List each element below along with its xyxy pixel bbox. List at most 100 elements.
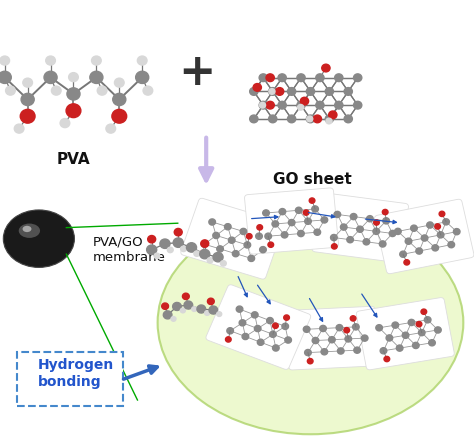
Circle shape xyxy=(443,219,449,225)
Circle shape xyxy=(340,224,347,230)
Circle shape xyxy=(207,258,213,263)
Circle shape xyxy=(335,101,343,109)
Circle shape xyxy=(303,210,309,215)
Circle shape xyxy=(213,252,223,262)
Circle shape xyxy=(432,245,438,251)
Circle shape xyxy=(173,238,183,248)
Circle shape xyxy=(257,339,264,345)
Circle shape xyxy=(392,322,399,328)
Circle shape xyxy=(344,88,352,95)
Circle shape xyxy=(435,224,440,229)
Circle shape xyxy=(154,253,160,259)
Circle shape xyxy=(268,242,273,248)
Circle shape xyxy=(363,239,370,245)
Circle shape xyxy=(255,325,261,332)
Text: PVA: PVA xyxy=(57,152,90,167)
Circle shape xyxy=(321,217,328,223)
Circle shape xyxy=(167,247,173,253)
Circle shape xyxy=(350,213,357,220)
Circle shape xyxy=(227,328,234,334)
Circle shape xyxy=(334,211,341,217)
Ellipse shape xyxy=(18,224,40,238)
Circle shape xyxy=(424,317,431,323)
Circle shape xyxy=(267,317,273,324)
Circle shape xyxy=(66,104,81,118)
Circle shape xyxy=(298,104,304,110)
Circle shape xyxy=(278,101,286,109)
Circle shape xyxy=(269,88,275,94)
Circle shape xyxy=(114,78,124,87)
Circle shape xyxy=(225,224,231,230)
Circle shape xyxy=(353,324,359,330)
Circle shape xyxy=(259,103,265,108)
Circle shape xyxy=(181,246,186,251)
Circle shape xyxy=(44,71,57,84)
Text: +: + xyxy=(178,51,215,95)
Circle shape xyxy=(246,234,252,239)
Circle shape xyxy=(321,349,328,355)
Ellipse shape xyxy=(3,210,74,267)
Circle shape xyxy=(136,71,149,84)
Circle shape xyxy=(250,88,258,95)
Circle shape xyxy=(266,101,274,109)
Circle shape xyxy=(239,320,246,326)
FancyBboxPatch shape xyxy=(286,306,378,370)
Circle shape xyxy=(251,312,258,318)
Circle shape xyxy=(361,335,368,341)
FancyBboxPatch shape xyxy=(181,198,284,279)
Circle shape xyxy=(383,218,390,224)
Text: PVA/GO
membrane: PVA/GO membrane xyxy=(92,236,165,264)
Circle shape xyxy=(257,225,263,230)
Circle shape xyxy=(162,303,169,309)
Circle shape xyxy=(322,64,330,72)
Circle shape xyxy=(0,71,11,84)
Circle shape xyxy=(112,109,127,123)
Circle shape xyxy=(113,93,126,106)
Circle shape xyxy=(191,307,197,312)
Circle shape xyxy=(263,210,269,216)
Circle shape xyxy=(106,124,116,133)
Circle shape xyxy=(259,74,267,82)
Circle shape xyxy=(354,101,362,109)
Circle shape xyxy=(91,56,101,65)
Circle shape xyxy=(46,56,55,65)
Circle shape xyxy=(282,323,289,329)
Circle shape xyxy=(60,118,70,128)
Circle shape xyxy=(448,242,455,248)
Circle shape xyxy=(331,244,337,249)
Circle shape xyxy=(236,306,243,312)
Text: Hydrogen
bonding: Hydrogen bonding xyxy=(38,358,114,389)
Circle shape xyxy=(320,325,327,332)
Circle shape xyxy=(201,250,206,255)
Circle shape xyxy=(400,251,406,257)
Circle shape xyxy=(248,255,255,262)
Circle shape xyxy=(6,86,15,95)
Circle shape xyxy=(180,308,185,313)
Circle shape xyxy=(312,337,319,343)
Circle shape xyxy=(260,247,266,253)
Circle shape xyxy=(325,88,334,95)
Circle shape xyxy=(366,216,373,222)
Circle shape xyxy=(297,101,305,109)
Circle shape xyxy=(454,229,460,235)
Circle shape xyxy=(284,315,290,320)
Circle shape xyxy=(171,316,176,321)
Circle shape xyxy=(14,124,24,133)
Circle shape xyxy=(312,206,319,212)
Circle shape xyxy=(137,56,147,65)
Circle shape xyxy=(201,241,208,247)
Circle shape xyxy=(217,246,223,252)
Circle shape xyxy=(380,348,387,354)
Circle shape xyxy=(328,337,335,343)
Circle shape xyxy=(232,251,239,257)
Circle shape xyxy=(307,116,313,122)
Circle shape xyxy=(402,332,409,339)
Circle shape xyxy=(416,248,422,254)
Circle shape xyxy=(297,74,305,82)
Circle shape xyxy=(326,118,332,124)
Circle shape xyxy=(314,229,320,235)
Circle shape xyxy=(379,241,386,247)
Circle shape xyxy=(182,293,189,300)
Circle shape xyxy=(209,219,216,225)
Circle shape xyxy=(428,340,435,346)
